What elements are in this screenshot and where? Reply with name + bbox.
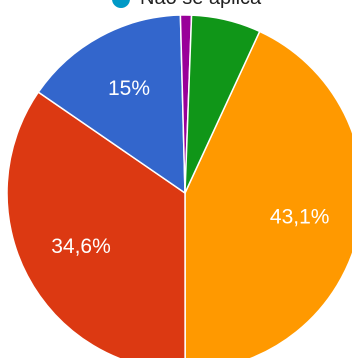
slice-data-label-2: 15% (108, 77, 150, 100)
slice-data-label-1: 34,6% (51, 235, 111, 258)
legend-marker-icon (112, 0, 130, 8)
pie-slice-1 (6, 91, 186, 358)
pie-slice-4 (184, 14, 261, 194)
chart-legend: Não se aplica (0, 0, 352, 10)
pie-slice-2 (37, 14, 186, 195)
legend-label: Não se aplica (140, 0, 261, 10)
slice-data-label-0: 43,1% (270, 206, 330, 229)
pie-slice-0 (184, 30, 352, 358)
